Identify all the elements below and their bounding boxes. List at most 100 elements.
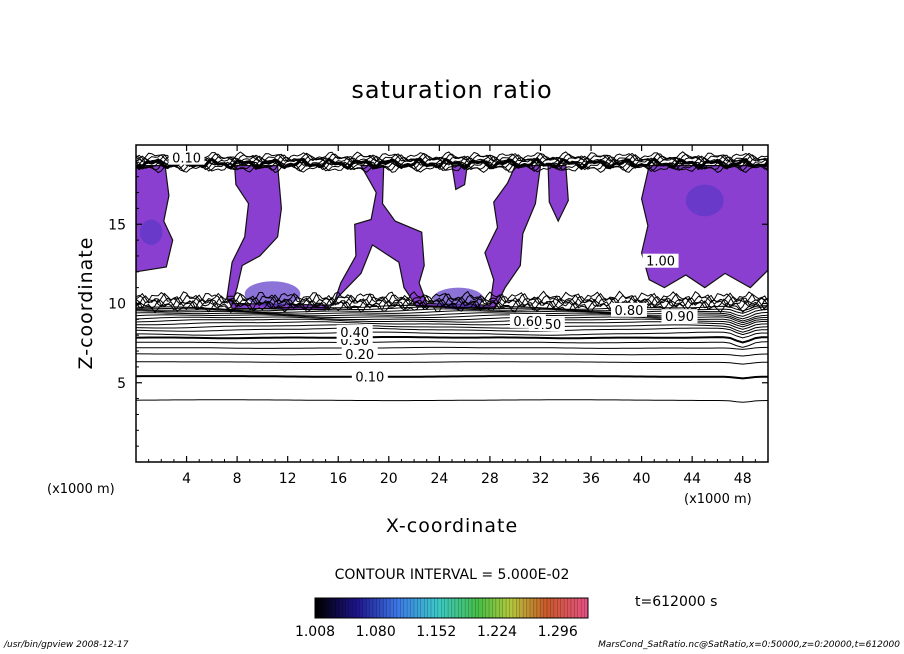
- colorbar-swatch-66: [536, 598, 541, 618]
- contour-line-1: [136, 399, 768, 403]
- colorbar-tick-label-5: 1.296: [538, 624, 578, 640]
- colorbar-swatch-46: [468, 598, 473, 618]
- contour-label-7: 0.80: [614, 304, 643, 319]
- colorbar-swatch-64: [529, 598, 534, 618]
- contour-label-9: 1.00: [646, 255, 675, 270]
- contour-label-6: 0.60: [513, 315, 542, 330]
- colorbar-swatch-3: [321, 598, 326, 618]
- colorbar-swatch-67: [540, 598, 544, 618]
- contour-label-bg-1: [351, 369, 388, 384]
- contour-line-7: [136, 336, 768, 344]
- contour-band-base-2: [136, 298, 768, 312]
- colorbar-swatch-15: [362, 598, 367, 618]
- contour-line-2: [136, 375, 768, 380]
- x-tick-label-4: 4: [182, 471, 191, 487]
- shaded-core-3: [139, 219, 163, 245]
- contour-label-8: 0.90: [665, 310, 694, 325]
- contour-label-10: 0.10: [172, 152, 201, 167]
- colorbar-swatch-76: [570, 598, 575, 618]
- colorbar-swatch-61: [519, 598, 524, 618]
- colorbar-swatch-45: [465, 598, 469, 618]
- colorbar-swatch-25: [396, 598, 401, 618]
- colorbar-swatch-75: [567, 598, 572, 618]
- contour-label-1: 0.10: [355, 370, 384, 385]
- colorbar-swatch-72: [557, 598, 561, 618]
- colorbar-swatch-35: [431, 598, 435, 618]
- colorbar-swatch-1: [315, 598, 319, 618]
- colorbar-swatch-31: [417, 598, 422, 618]
- colorbar-swatch-7: [335, 598, 340, 618]
- colorbar-swatch-13: [355, 598, 360, 618]
- colorbar-swatch-73: [560, 598, 565, 618]
- colorbar-swatch-65: [533, 598, 538, 618]
- colorbar-swatch-48: [475, 598, 480, 618]
- x-tick-label-32: 32: [532, 471, 550, 487]
- colorbar-swatch-23: [390, 598, 394, 618]
- contour-band-top-1: [136, 162, 768, 174]
- x-tick-label-8: 8: [233, 471, 242, 487]
- colorbar-swatch-57: [506, 598, 510, 618]
- colorbar-swatch-33: [424, 598, 428, 618]
- contour-line-9: [136, 327, 768, 336]
- plot-area: [136, 151, 768, 403]
- colorbar-swatch-2: [318, 598, 323, 618]
- colorbar-swatch-56: [502, 598, 507, 618]
- colorbar-swatch-41: [451, 598, 456, 618]
- x-tick-label-48: 48: [734, 471, 752, 487]
- colorbar-swatch-59: [512, 598, 517, 618]
- contour-line-3: [136, 361, 768, 365]
- y-tick-label-5: 5: [117, 376, 126, 392]
- colorbar-swatch-71: [553, 598, 558, 618]
- colorbar: [314, 597, 589, 619]
- contour-band-base-6: [136, 290, 768, 304]
- time-label: t=612000 s: [635, 594, 718, 610]
- colorbar-swatch-30: [413, 598, 418, 618]
- chart-title: saturation ratio: [351, 76, 553, 104]
- colorbar-swatch-32: [420, 598, 425, 618]
- contour-label-2: 0.20: [345, 348, 374, 363]
- x-tick-label-36: 36: [582, 471, 600, 487]
- colorbar-swatch-55: [499, 598, 503, 618]
- contour-interval-text: CONTOUR INTERVAL = 5.000E-02: [334, 567, 570, 583]
- colorbar-swatch-51: [485, 598, 490, 618]
- colorbar-swatch-54: [495, 598, 500, 618]
- colorbar-swatch-9: [342, 598, 347, 618]
- x-unit-label-left: (x1000 m): [47, 482, 115, 497]
- x-unit-label-right: (x1000 m): [684, 492, 752, 507]
- colorbar-swatch-50: [482, 598, 486, 618]
- shaded-region-1: [136, 165, 174, 273]
- colorbar-swatch-77: [574, 598, 579, 618]
- x-axis-label: X-coordinate: [385, 515, 519, 537]
- colorbar-swatch-40: [448, 598, 452, 618]
- colorbar-swatch-70: [550, 598, 555, 618]
- colorbar-swatch-5: [328, 598, 333, 618]
- contour-line-5: [136, 346, 768, 350]
- colorbar-swatch-47: [471, 598, 476, 618]
- colorbar-swatch-52: [489, 598, 493, 618]
- x-tick-label-44: 44: [683, 471, 701, 487]
- colorbar-swatch-42: [454, 598, 459, 618]
- contour-line-4: [136, 353, 768, 357]
- colorbar-swatch-58: [509, 598, 514, 618]
- colorbar-swatch-29: [410, 598, 415, 618]
- colorbar-swatch-21: [383, 598, 387, 618]
- colorbar-swatch-22: [386, 598, 391, 618]
- contour-band-top-9: [136, 151, 768, 162]
- colorbar-swatch-18: [373, 598, 377, 618]
- contour-label-4: 0.40: [340, 326, 369, 341]
- colorbar-swatch-24: [393, 598, 398, 618]
- colorbar-swatch-80: [584, 598, 589, 618]
- contour-label-bg-10: [168, 150, 205, 165]
- colorbar-frame: [314, 597, 589, 619]
- y-axis-label: Z-coordinate: [75, 236, 97, 370]
- shaded-region-4: [547, 165, 569, 223]
- contour-band-top-8: [136, 152, 768, 164]
- x-tick-label-16: 16: [329, 471, 347, 487]
- colorbar-swatch-12: [352, 598, 357, 618]
- contour-label-bg-4: [336, 325, 373, 340]
- x-tick-label-12: 12: [279, 471, 297, 487]
- x-tick-label-28: 28: [481, 471, 499, 487]
- shaded-region-2: [226, 165, 542, 311]
- contour-band-base-5: [136, 292, 768, 306]
- colorbar-swatch-28: [407, 598, 411, 618]
